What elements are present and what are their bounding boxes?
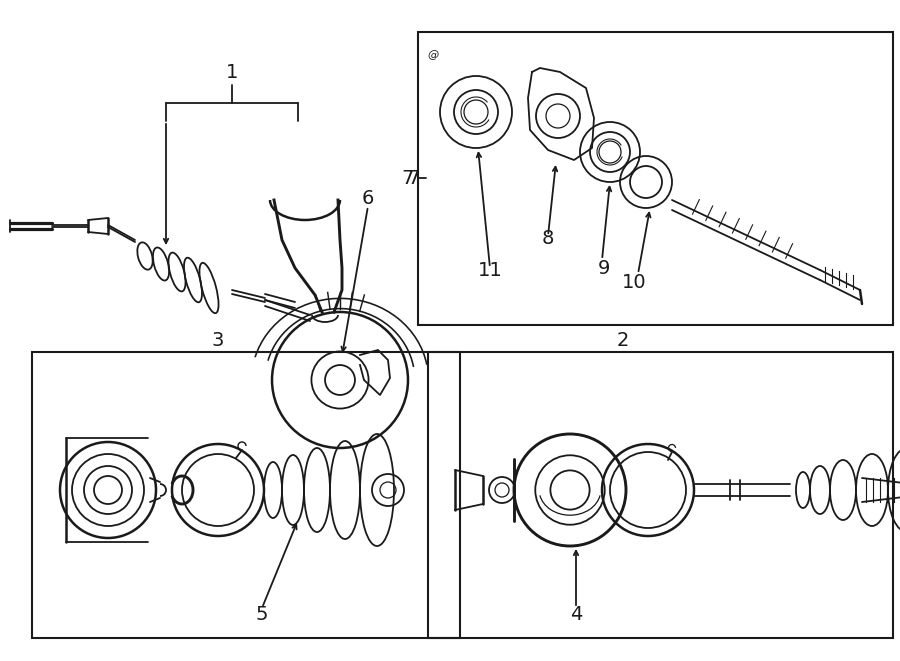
Text: 7: 7: [408, 169, 420, 188]
Text: 11: 11: [478, 260, 502, 280]
Text: 7: 7: [401, 169, 414, 188]
Text: 8: 8: [542, 229, 554, 247]
Text: 4: 4: [570, 605, 582, 625]
Text: 1: 1: [226, 63, 239, 81]
Text: 10: 10: [622, 272, 646, 292]
Text: @: @: [428, 50, 438, 60]
Text: 3: 3: [212, 330, 224, 350]
Text: 5: 5: [256, 605, 268, 625]
Text: 9: 9: [598, 258, 610, 278]
Bar: [418, 32, 893, 325]
Bar: [428, 352, 893, 638]
Text: 6: 6: [362, 188, 374, 208]
Bar: [32, 352, 460, 638]
Text: 2: 2: [616, 330, 629, 350]
